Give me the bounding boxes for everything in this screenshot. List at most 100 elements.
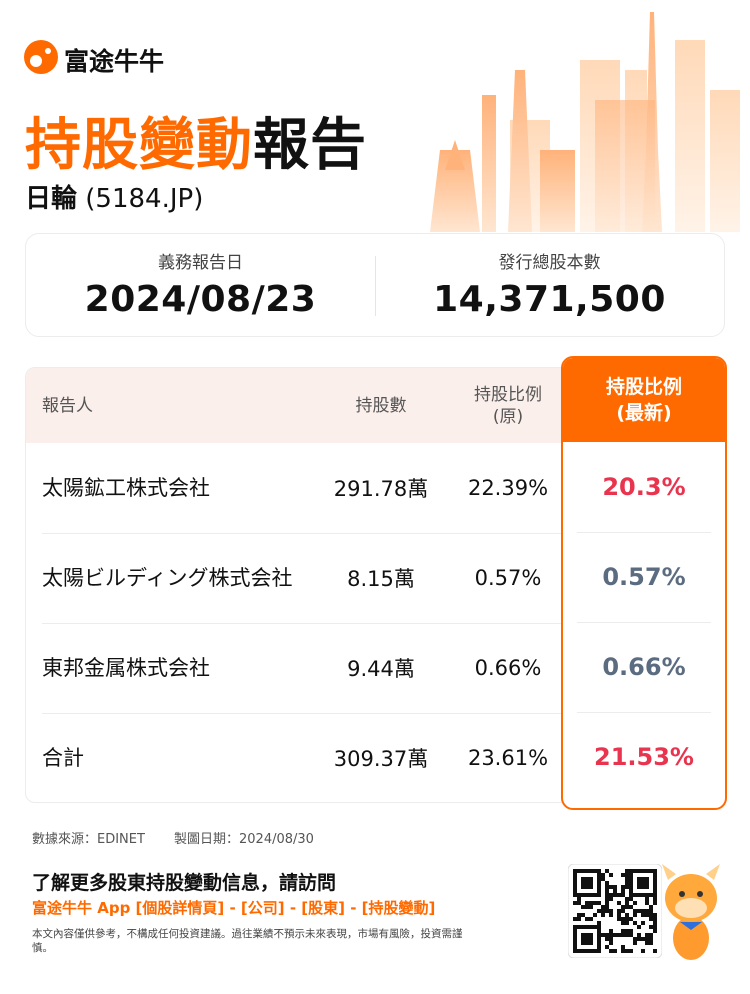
qr-module xyxy=(609,897,613,901)
header-text: 持股比例 xyxy=(474,384,542,405)
latest-value: 0.57% xyxy=(602,563,686,591)
qr-module xyxy=(649,905,653,909)
qr-module xyxy=(637,925,641,929)
qr-module xyxy=(601,909,605,913)
qr-module xyxy=(573,901,577,905)
company-code: (5184.JP) xyxy=(85,184,204,214)
qr-module xyxy=(597,901,601,905)
title-rest: 報告 xyxy=(253,113,367,178)
qr-module xyxy=(625,921,629,925)
qr-module xyxy=(577,917,581,921)
qr-module xyxy=(589,901,593,905)
qr-module xyxy=(605,889,609,893)
qr-module xyxy=(581,933,593,945)
qr-module xyxy=(625,885,629,889)
qr-module xyxy=(633,921,637,925)
qr-module xyxy=(577,913,581,917)
qr-module xyxy=(617,901,621,905)
row-divider xyxy=(577,712,711,713)
qr-module xyxy=(649,933,653,937)
row-divider xyxy=(42,623,562,624)
latest-value: 20.3% xyxy=(602,473,686,501)
title-highlight: 持股變動 xyxy=(25,113,253,178)
qr-module xyxy=(601,933,605,937)
summary-value: 2024/08/23 xyxy=(84,279,317,320)
qr-module xyxy=(601,905,605,909)
qr-module xyxy=(621,933,625,937)
qr-code xyxy=(568,864,662,958)
qr-module xyxy=(609,949,613,953)
table: 報告人 持股數 持股比例 (原) 太陽鉱工株式会社 291.78萬 22.39% 太陽ビルディ… xyxy=(25,367,725,803)
qr-module xyxy=(593,913,597,917)
qr-module xyxy=(625,905,629,909)
summary-item: 發行總股本數 14,371,500 xyxy=(375,234,724,320)
qr-module xyxy=(605,881,609,885)
qr-module xyxy=(629,929,633,933)
summary-value: 14,371,500 xyxy=(433,279,666,320)
qr-module xyxy=(605,869,609,873)
header-text: (最新) xyxy=(616,402,672,424)
cta: 了解更多股東持股變動信息，請訪問 xyxy=(32,872,337,894)
qr-module xyxy=(577,901,581,905)
qr-module xyxy=(605,897,609,901)
row-divider xyxy=(42,533,562,534)
qr-module xyxy=(625,929,629,933)
title: 持股變動報告 xyxy=(25,100,367,181)
summary-card: 義務報告日 2024/08/23 發行總股本數 14,371,500 xyxy=(25,233,725,337)
reporter-name: 東邦金属株式会社 xyxy=(42,656,210,680)
qr-module xyxy=(585,917,589,921)
qr-module xyxy=(629,917,633,921)
qr-module xyxy=(641,937,645,941)
qr-module xyxy=(653,901,657,905)
header-cell: 持股比例 (原) xyxy=(448,368,568,443)
qr-module xyxy=(621,905,625,909)
reporter-name: 太陽ビルディング株式会社 xyxy=(42,566,293,590)
qr-module xyxy=(613,949,617,953)
qr-module xyxy=(649,937,653,941)
brand: 富途牛牛 xyxy=(64,47,165,76)
qr-module xyxy=(609,933,613,937)
row-divider xyxy=(577,532,711,533)
header-cell: 報告人 xyxy=(42,368,332,443)
qr-module xyxy=(649,913,653,917)
cell-value: 23.61% xyxy=(467,746,549,770)
qr-module xyxy=(641,909,645,913)
qr-module xyxy=(625,901,629,905)
cell-value: 9.44萬 xyxy=(347,657,415,681)
qr-module xyxy=(597,921,601,925)
qr-module xyxy=(617,909,621,913)
qr-module xyxy=(585,905,589,909)
qr-module xyxy=(645,937,649,941)
qr-module xyxy=(625,933,629,937)
qr-module xyxy=(637,877,649,889)
qr-module xyxy=(625,917,629,921)
reporter-name: 太陽鉱工株式会社 xyxy=(42,476,210,500)
chart-date: 製圖日期：2024/08/30 xyxy=(174,832,314,847)
cell-value: 0.66% xyxy=(474,656,542,680)
latest-header: 持股比例 (最新) xyxy=(563,358,725,442)
divider xyxy=(375,256,376,316)
qr-module xyxy=(605,909,609,913)
qr-module xyxy=(613,885,617,889)
cell-value: 309.37萬 xyxy=(333,747,429,771)
qr-module xyxy=(649,941,653,945)
qr-module xyxy=(645,909,649,913)
qr-module xyxy=(649,917,653,921)
app-link: 富途牛牛 App [個股詳情頁] - [公司] - [股東] - [持股變動] xyxy=(32,899,436,917)
qr-module xyxy=(653,897,657,901)
latest-value: 21.53% xyxy=(594,743,694,771)
qr-module xyxy=(637,937,641,941)
company: 日輪 (5184.JP) xyxy=(25,178,203,215)
qr-module xyxy=(577,897,581,901)
qr-module xyxy=(629,897,633,901)
qr-module xyxy=(641,921,645,925)
logo-icon xyxy=(24,40,58,74)
disclaimer: 本文內容僅供參考，不構成任何投資建議。過往業績不預示未來表現，市場有風險，投資需… xyxy=(32,928,463,954)
mascot xyxy=(662,864,720,960)
qr-module xyxy=(589,905,593,909)
qr-module xyxy=(613,933,617,937)
qr-module xyxy=(605,885,609,889)
qr-module xyxy=(573,917,577,921)
qr-module xyxy=(613,893,617,897)
qr-module xyxy=(613,889,617,893)
